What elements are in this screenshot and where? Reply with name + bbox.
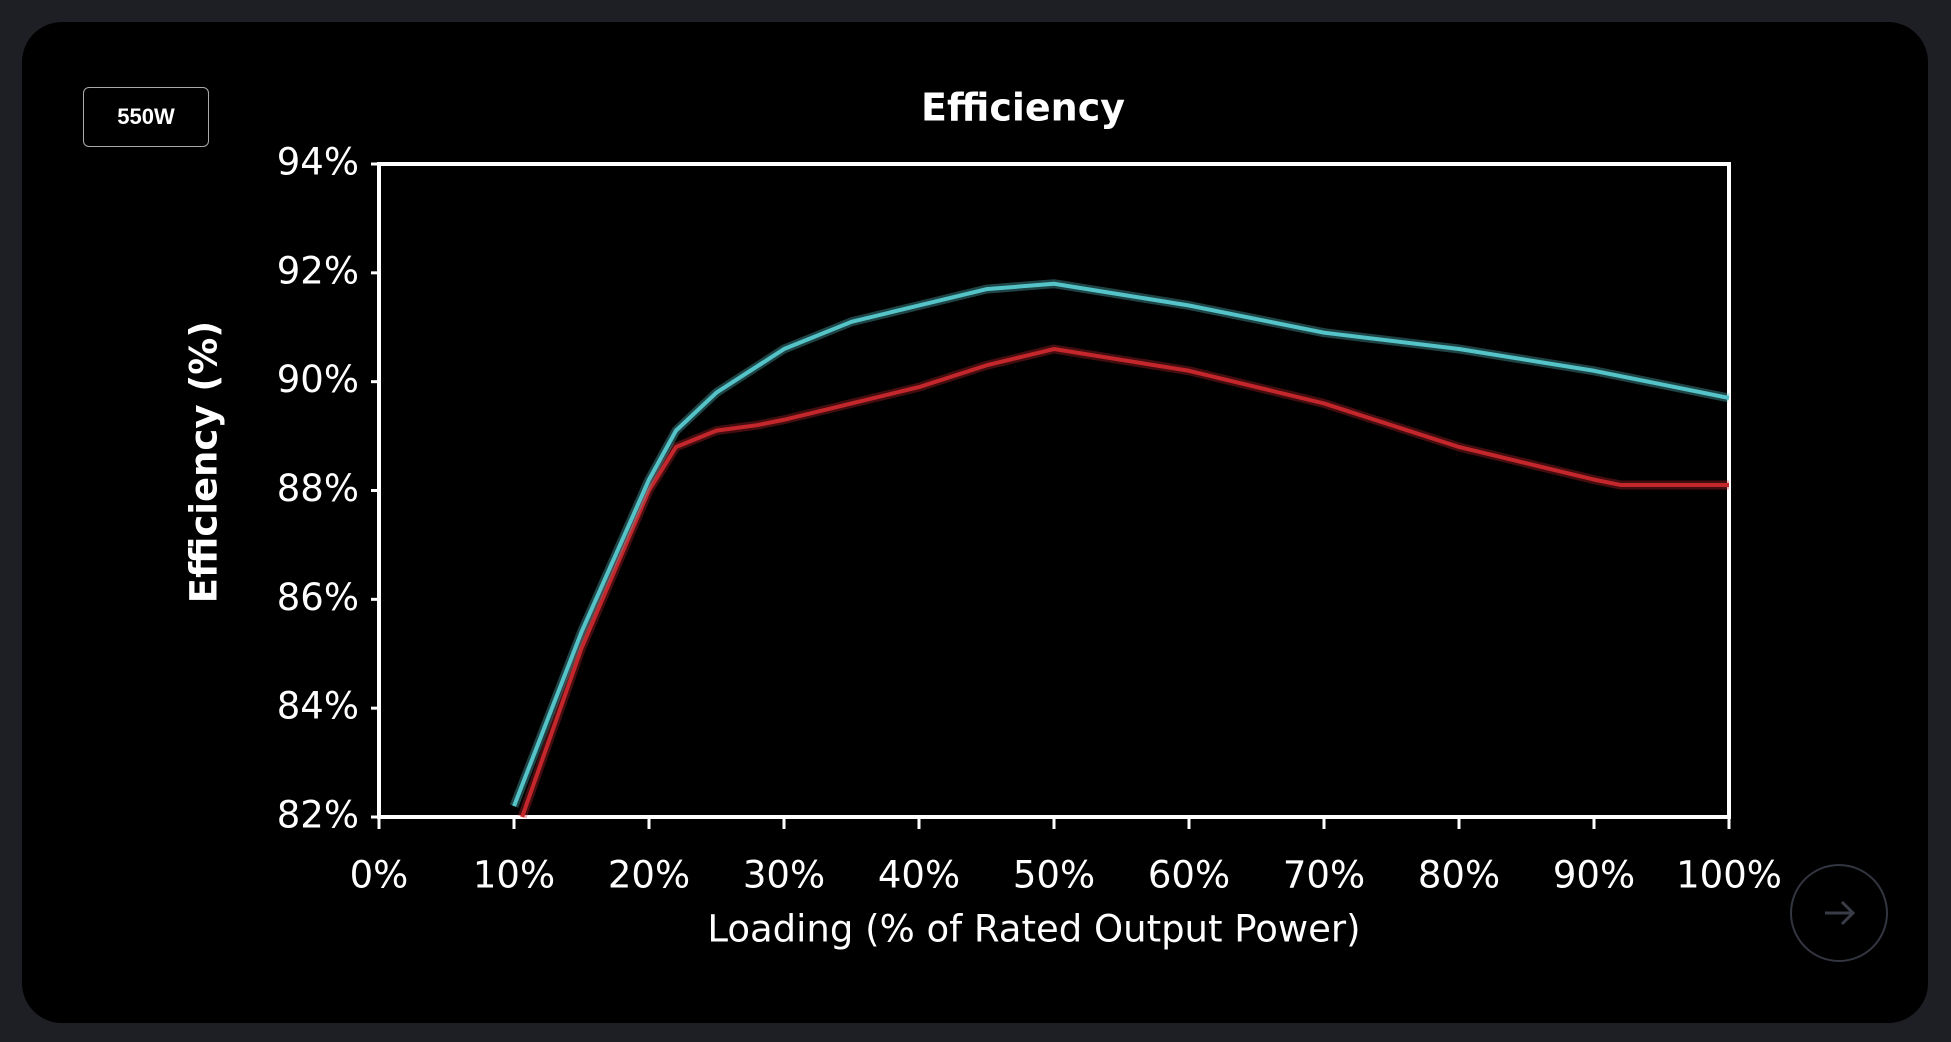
series-line [520, 347, 1729, 818]
y-tick-label: 84% [277, 685, 359, 728]
x-tick-label: 90% [1553, 854, 1635, 897]
x-tick-label: 70% [1283, 854, 1365, 897]
y-axis-label: Efficiency (%) [183, 321, 226, 603]
y-tick-label: 94% [277, 141, 359, 184]
series-line [512, 281, 1730, 807]
next-arrow [1825, 900, 1856, 926]
y-tick-label: 88% [277, 467, 359, 510]
power-button[interactable]: 550W [83, 87, 209, 147]
plot-frame [377, 162, 1731, 819]
x-tick-label: 40% [878, 854, 960, 897]
y-tick-label: 86% [277, 576, 359, 619]
y-tick-label: 82% [277, 794, 359, 837]
x-axis-label: Loading (% of Rated Output Power) [707, 908, 1360, 951]
next-button[interactable] [1790, 864, 1888, 962]
y-tick-label: 90% [277, 358, 359, 401]
x-tick-label: 50% [1013, 854, 1095, 897]
x-tick-label: 20% [608, 854, 690, 897]
x-tick-label: 80% [1418, 854, 1500, 897]
x-tick-label: 30% [743, 854, 825, 897]
y-tick-label: 92% [277, 249, 359, 292]
x-tick-label: 0% [350, 854, 409, 897]
series-glow [517, 344, 1729, 819]
card [22, 22, 1928, 1023]
chart-title: Efficiency [921, 86, 1125, 130]
x-tick-label: 10% [473, 854, 555, 897]
x-tick-label: 100% [1676, 854, 1782, 897]
x-tick-label: 60% [1148, 854, 1230, 897]
